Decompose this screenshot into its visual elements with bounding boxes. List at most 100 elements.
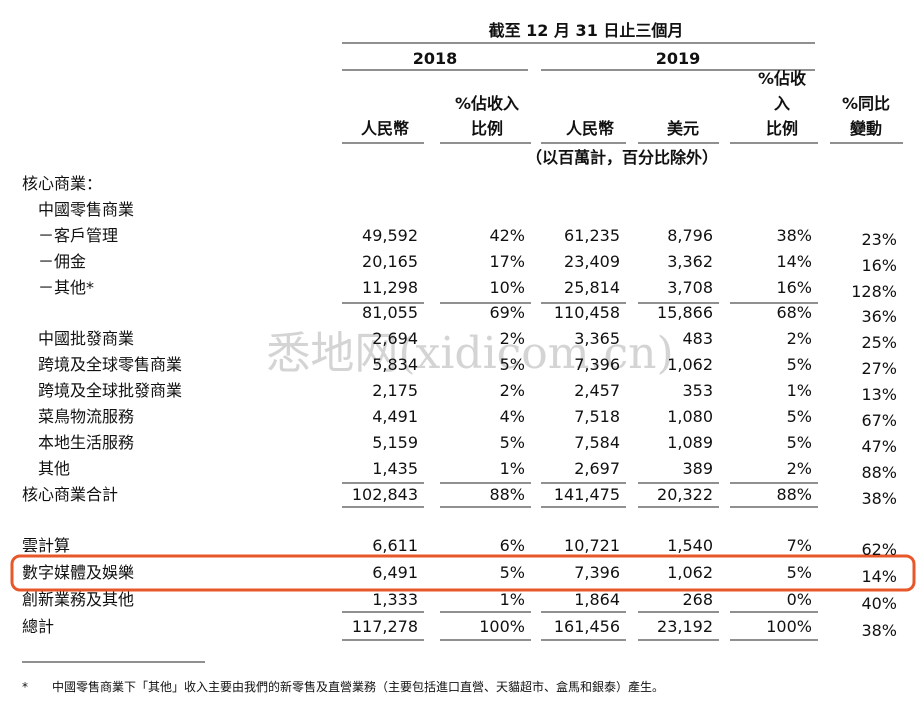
cell: 3,365 (574, 329, 620, 348)
cell: 100% (479, 617, 525, 636)
cell: 1,080 (667, 407, 713, 426)
cell: 38% (776, 226, 812, 245)
cell: 6,611 (372, 536, 418, 555)
year-header: 2019 (656, 49, 701, 68)
column-header: 比例 (471, 119, 503, 138)
cell: 67% (861, 411, 897, 430)
cell: 38% (861, 621, 897, 640)
cell: 25% (861, 333, 897, 352)
cell: 1,333 (372, 590, 418, 609)
cell: 1,089 (667, 433, 713, 452)
cell: 100% (766, 617, 812, 636)
row-label: 中國零售商業 (38, 200, 134, 219)
column-header: 變動 (850, 119, 882, 138)
cell: 7% (787, 536, 812, 555)
cell: 128% (851, 282, 897, 301)
cell: 3,362 (667, 252, 713, 271)
cell: 141,475 (554, 485, 620, 504)
cell: 161,456 (554, 617, 620, 636)
row-label: －客戶管理 (38, 226, 118, 245)
period-header: 截至 12 月 31 日止三個月 (489, 21, 684, 40)
cell: 7,518 (574, 407, 620, 426)
cell: 47% (861, 437, 897, 456)
cell: 62% (861, 540, 897, 559)
row-label: 雲計算 (22, 536, 70, 555)
cell: 7,584 (574, 433, 620, 452)
cell: 42% (489, 226, 525, 245)
watermark: 悉地网(xidicom.cn) (266, 328, 673, 379)
cell: 49,592 (362, 226, 418, 245)
cell: 1,435 (372, 459, 418, 478)
cell: 25,814 (564, 278, 620, 297)
cell: 20,322 (657, 485, 713, 504)
cell: 5% (500, 355, 525, 374)
cell: 69% (489, 303, 525, 322)
cell: 2,697 (574, 459, 620, 478)
cell: 5,159 (372, 433, 418, 452)
cell: 1,540 (667, 536, 713, 555)
column-header: 人民幣 (361, 119, 409, 138)
cell: 389 (682, 459, 713, 478)
cell: 7,396 (574, 355, 620, 374)
cell: 61,235 (564, 226, 620, 245)
cell: 3,708 (667, 278, 713, 297)
footnote-text: 中國零售商業下「其他」收入主要由我們的新零售及直營業務（主要包括進口直營、天貓超… (52, 679, 664, 694)
year-header: 2018 (413, 49, 458, 68)
footnote-mark: * (22, 680, 28, 694)
row-label: 其他 (38, 459, 70, 478)
cell: 14% (776, 252, 812, 271)
cell: 10,721 (564, 536, 620, 555)
cell: 16% (861, 256, 897, 275)
cell: 8,796 (667, 226, 713, 245)
row-label: 菜鳥物流服務 (38, 407, 134, 426)
cell: 2% (787, 329, 812, 348)
cell: 117,278 (352, 617, 418, 636)
row-label: 中國批發商業 (38, 329, 134, 348)
cell: 5,834 (372, 355, 418, 374)
cell: 1% (500, 590, 525, 609)
row-label: 跨境及全球批發商業 (38, 381, 182, 400)
cell: 7,396 (574, 563, 620, 582)
row-label: 總計 (22, 617, 54, 636)
row-label: 本地生活服務 (38, 433, 134, 452)
cell: 4,491 (372, 407, 418, 426)
cell: 1% (787, 381, 812, 400)
cell: 5% (500, 563, 525, 582)
cell: 2% (500, 381, 525, 400)
cell: 1,062 (667, 355, 713, 374)
cell: 2% (500, 329, 525, 348)
cell: 5% (787, 407, 812, 426)
cell: 2,175 (372, 381, 418, 400)
cell: 38% (861, 489, 897, 508)
cell: 68% (776, 303, 812, 322)
cell: 13% (861, 385, 897, 404)
row-label: 數字媒體及娛樂 (22, 563, 134, 582)
cell: 36% (861, 307, 897, 326)
cell: 0% (787, 590, 812, 609)
cell: 268 (682, 590, 713, 609)
cell: 102,843 (352, 485, 418, 504)
column-header: %佔收 (758, 69, 806, 88)
cell: 16% (776, 278, 812, 297)
column-header: %同比 (842, 94, 890, 113)
cell: 17% (489, 252, 525, 271)
row-label: 跨境及全球零售商業 (38, 355, 182, 374)
cell: 1% (500, 459, 525, 478)
cell: 5% (787, 355, 812, 374)
unit-note: （以百萬計，百分比除外） (526, 148, 718, 167)
cell: 5% (787, 563, 812, 582)
cell: 88% (861, 463, 897, 482)
cell: 1,864 (574, 590, 620, 609)
cell: 40% (861, 594, 897, 613)
column-header: 入 (774, 94, 790, 113)
cell: 11,298 (362, 278, 418, 297)
cell: 5% (787, 433, 812, 452)
cell: 1,062 (667, 563, 713, 582)
cell: 2,457 (574, 381, 620, 400)
row-label: 核心商業合計 (22, 485, 118, 504)
column-header: 比例 (766, 119, 798, 138)
cell: 2,694 (372, 329, 418, 348)
cell: 483 (682, 329, 713, 348)
cell: 6,491 (372, 563, 418, 582)
